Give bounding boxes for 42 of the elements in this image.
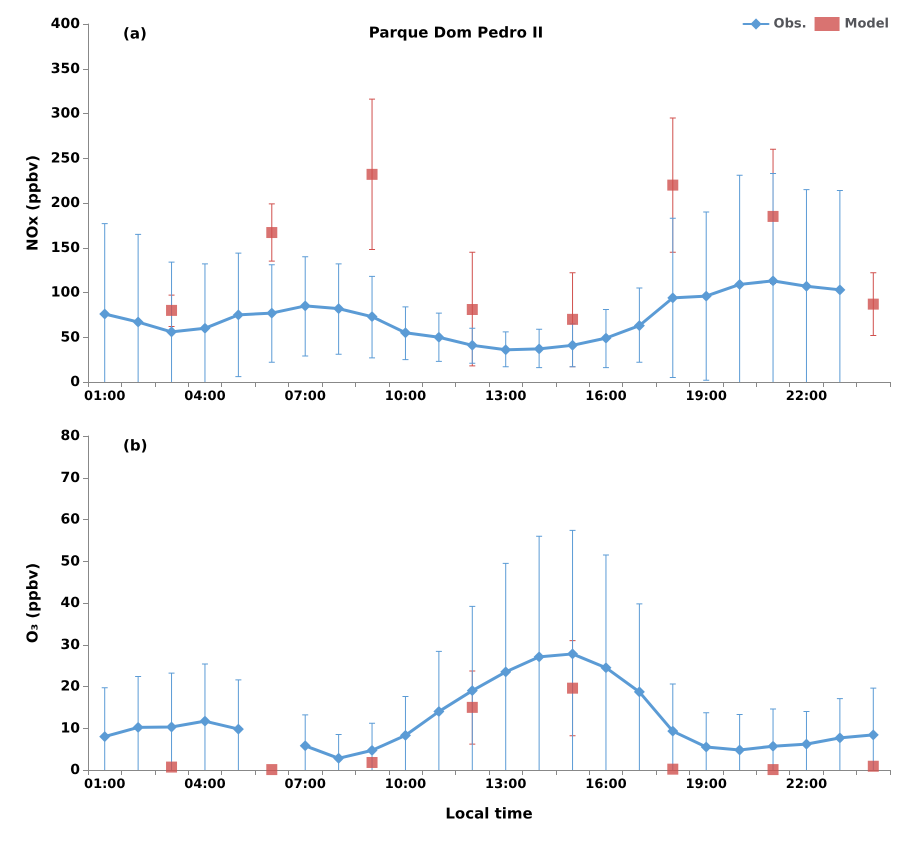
- x-tick-label: 13:00: [485, 777, 526, 792]
- y-tick-label: 150: [50, 240, 80, 256]
- x-tick-label: 13:00: [485, 389, 526, 404]
- y-tick-label: 100: [50, 284, 80, 300]
- y-tick-label: 0: [70, 762, 80, 778]
- y-tick-label: 20: [60, 678, 80, 694]
- y-tick-label: 400: [50, 16, 80, 32]
- y-tick-label: 10: [60, 720, 80, 736]
- x-tick-label: 22:00: [786, 389, 828, 404]
- y-tick-label: 30: [60, 636, 80, 653]
- annotation: (b): [123, 436, 148, 454]
- y-axis-title: O₃ (ppbv): [24, 562, 42, 644]
- x-tick-label: 07:00: [284, 777, 326, 792]
- y-axis-title: NOx (ppbv): [23, 155, 42, 251]
- x-tick-label: 10:00: [384, 389, 426, 404]
- y-tick-label: 0: [70, 374, 80, 390]
- y-tick-label: 250: [50, 150, 80, 166]
- x-tick-label: 07:00: [284, 389, 326, 404]
- legend-label: Obs.: [774, 16, 807, 32]
- x-tick-label: 19:00: [686, 777, 727, 792]
- y-tick-label: 60: [60, 512, 80, 528]
- x-tick-label: 19:00: [686, 389, 727, 404]
- chart-title: Parque Dom Pedro II: [368, 24, 544, 42]
- y-tick-label: 80: [60, 428, 80, 444]
- x-tick-label: 04:00: [184, 777, 226, 792]
- y-tick-label: 50: [60, 329, 80, 346]
- y-tick-label: 40: [60, 595, 80, 611]
- x-tick-label: 04:00: [184, 389, 226, 404]
- x-tick-label: 10:00: [384, 777, 426, 792]
- y-tick-label: 50: [60, 553, 80, 570]
- annotation: (a): [123, 24, 147, 42]
- y-tick-label: 350: [50, 60, 80, 77]
- y-tick-label: 200: [50, 195, 80, 211]
- x-tick-label: 22:00: [786, 777, 828, 792]
- x-tick-label: 16:00: [585, 389, 627, 404]
- y-tick-label: 300: [50, 106, 80, 122]
- legend-label: Model: [844, 16, 890, 32]
- x-tick-label: 01:00: [84, 777, 126, 792]
- x-tick-label: 01:00: [84, 389, 126, 404]
- x-tick-label: 16:00: [585, 777, 627, 792]
- y-tick-label: 70: [60, 470, 80, 486]
- x-axis-title: Local time: [445, 804, 533, 822]
